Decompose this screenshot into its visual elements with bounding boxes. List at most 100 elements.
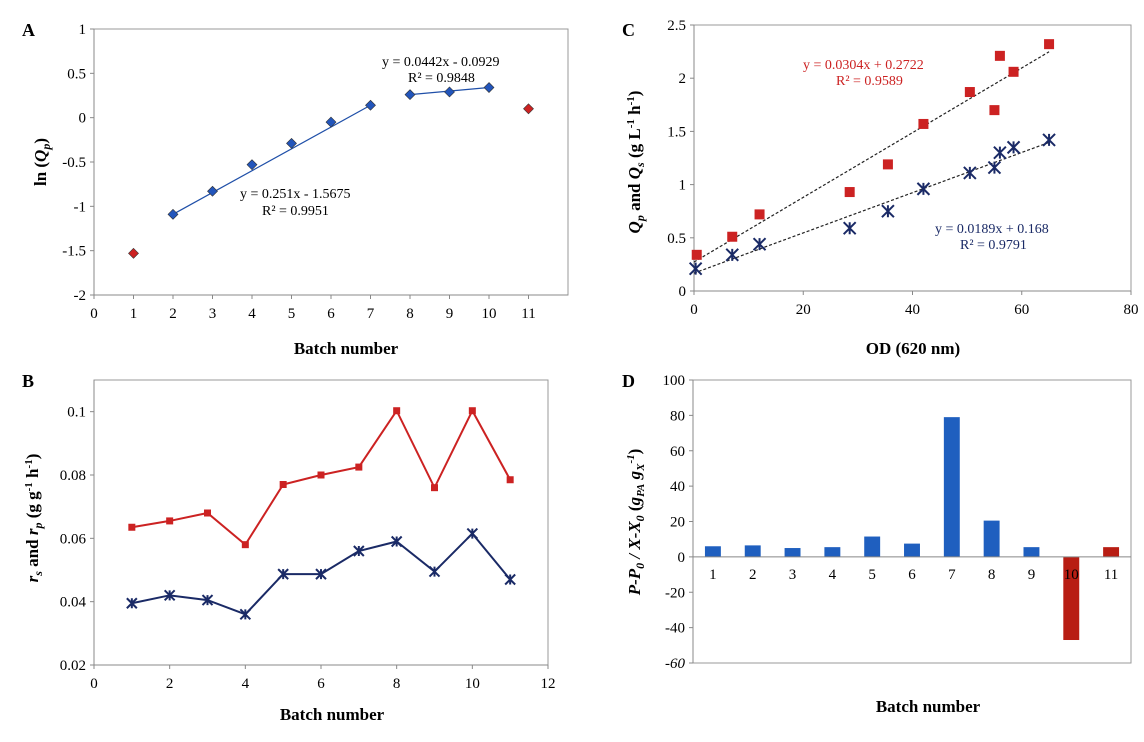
chart-d-category-label: 6 <box>908 567 916 583</box>
chart-b-ytick-label: 0.08 <box>60 468 86 484</box>
chart-b-point <box>163 589 176 602</box>
panel-label-a: A <box>22 20 35 40</box>
chart-a-ytick-label: 0.5 <box>67 66 86 82</box>
chart-a-fit1-eq: y = 0.251x - 1.5675 <box>240 187 351 202</box>
chart-c-point <box>842 221 857 235</box>
chart-d-bar <box>904 543 920 557</box>
chart-d-bar <box>1023 547 1040 557</box>
chart-b-point <box>317 471 325 479</box>
chart-d-category-label: 3 <box>789 567 797 583</box>
chart-d-category-label: 8 <box>988 567 996 583</box>
chart-a-point <box>523 103 534 115</box>
chart-d-bar <box>943 417 960 557</box>
chart-a-fit2-r2: R² = 0.9848 <box>408 71 475 86</box>
chart-b-point <box>201 594 214 606</box>
chart-b-point <box>315 568 327 580</box>
chart-a-xtick-label: 0 <box>90 306 98 322</box>
chart-a-xtick-label: 10 <box>482 306 497 322</box>
chart-d-ytick-label: 40 <box>670 479 685 495</box>
chart-b-xtick-label: 6 <box>317 676 325 692</box>
chart-d-category-label: 4 <box>829 567 837 583</box>
chart-d-category-label: 9 <box>1028 567 1036 583</box>
chart-c-point <box>993 145 1007 160</box>
chart-c-ytick-label: 2 <box>679 71 687 87</box>
chart-c-point <box>987 160 1002 175</box>
chart-a-point <box>365 99 376 111</box>
chart-b-point <box>277 568 289 580</box>
chart-b-xtick-label: 10 <box>465 676 480 692</box>
chart-a-point <box>246 159 258 171</box>
panel-label-c: C <box>622 20 635 40</box>
chart-a-xtick-label: 3 <box>209 306 217 322</box>
chart-b-point <box>355 463 363 471</box>
chart-c-fit2-eq: y = 0.0189x + 0.168 <box>935 222 1049 237</box>
chart-c-point <box>918 118 929 129</box>
chart-d-ytick-label: -20 <box>665 585 685 601</box>
chart-a-fit2-eq: y = 0.0442x - 0.0929 <box>382 55 500 70</box>
chart-a-ytick-label: -0.5 <box>62 155 86 171</box>
chart-a: -2-1.5-1-0.500.510 1 2 3 4 5 6 7 8 9 10 11 <box>62 22 569 322</box>
chart-d-bar <box>1063 556 1080 641</box>
chart-a-point <box>404 89 416 101</box>
chart-d: -60 -40 -20 0 20 40 60 80 100 1 2 3 4 5 6 7 8 9 10 11 <box>663 373 1132 672</box>
chart-d-category-label: 11 <box>1104 567 1118 583</box>
chart-c-point <box>964 87 975 98</box>
chart-d-ytick-label: 100 <box>663 373 686 389</box>
chart-a-xtick-label: 8 <box>406 306 414 322</box>
chart-c-fit2-r2: R² = 0.9791 <box>960 238 1027 253</box>
chart-b-point <box>128 523 136 531</box>
chart-c-xtick-label: 40 <box>905 302 920 318</box>
chart-a-point <box>207 185 218 197</box>
chart-c-point <box>1008 66 1019 77</box>
chart-d-category-label: 7 <box>948 567 956 583</box>
chart-d-category-label: 1 <box>709 567 717 583</box>
chart-b-point <box>428 565 441 578</box>
chart-d-bar <box>704 546 721 557</box>
chart-c-point <box>688 261 703 276</box>
chart-c-point <box>725 248 739 262</box>
chart-d-ytick-label: -40 <box>665 621 685 637</box>
chart-b-point <box>390 535 403 548</box>
chart-b-point <box>466 527 479 540</box>
chart-c-point <box>963 166 977 180</box>
chart-c-point <box>844 187 855 198</box>
chart-a-xtick-label: 4 <box>248 306 256 322</box>
chart-c-xlabel: OD (620 nm) <box>866 339 960 358</box>
chart-b-ytick-label: 0.02 <box>60 658 86 674</box>
chart-d-category-label: 2 <box>749 567 757 583</box>
chart-a-xtick-label: 1 <box>130 306 138 322</box>
panel-label-d: D <box>622 371 635 391</box>
chart-b-ylabel: rs and rp (g g-1 h-1) <box>23 454 45 583</box>
chart-a-ytick-label: 0 <box>79 111 87 127</box>
chart-b-point <box>204 509 211 517</box>
chart-a-xtick-label: 2 <box>169 306 177 322</box>
chart-c-point <box>1044 39 1055 50</box>
chart-b-xlabel: Batch number <box>280 705 385 724</box>
chart-a-point <box>286 137 297 149</box>
chart-a-point <box>167 208 179 220</box>
chart-d-category-label: 5 <box>868 567 876 583</box>
chart-c-ytick-label: 2.5 <box>667 18 686 34</box>
chart-c-point <box>882 159 893 170</box>
chart-b: 0.02 0.04 0.06 0.08 0.1 0 2 4 6 8 10 12 <box>60 379 556 692</box>
chart-b-ytick-label: 0.06 <box>60 531 87 547</box>
chart-c-point <box>752 237 767 251</box>
chart-c-ytick-label: 0.5 <box>667 231 686 247</box>
chart-b-xtick-label: 2 <box>166 676 174 692</box>
chart-c-point <box>691 249 702 260</box>
chart-a-xtick-label: 9 <box>446 306 454 322</box>
chart-b-xtick-label: 0 <box>90 676 98 692</box>
chart-b-point <box>279 481 287 488</box>
chart-c-point <box>881 204 895 218</box>
chart-d-ytick-label: 60 <box>670 444 685 460</box>
chart-d-bar <box>1103 547 1120 557</box>
chart-a-point <box>444 86 455 98</box>
chart-a-fit1-r2: R² = 0.9951 <box>262 204 329 219</box>
chart-d-ytick-label: 0 <box>678 550 686 566</box>
chart-a-ylabel: ln (Qp) <box>31 138 53 186</box>
chart-a-xlabel: Batch number <box>294 339 399 358</box>
chart-b-xtick-label: 4 <box>242 676 250 692</box>
chart-b-ytick-label: 0.1 <box>67 405 86 421</box>
chart-a-ytick-label: -1 <box>74 199 87 215</box>
